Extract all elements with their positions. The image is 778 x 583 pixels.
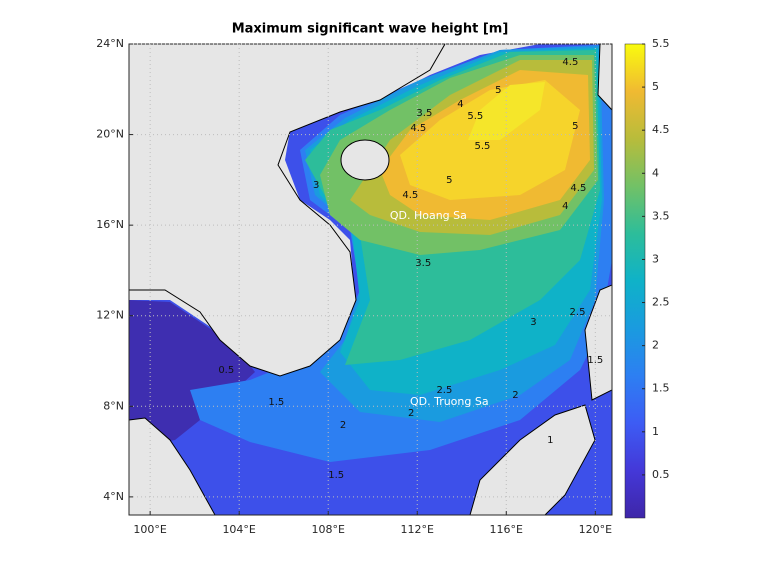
x-tick-label: 104°E: [222, 523, 255, 536]
contour-label: 2: [340, 420, 346, 431]
colorbar-tick-label: 4.5: [652, 123, 670, 136]
colorbar-tick-label: 0.5: [652, 468, 670, 481]
contour-label: 3.5: [415, 258, 431, 269]
map-area: [129, 44, 612, 515]
contour-label: 1.5: [268, 397, 284, 408]
contour-label: 2.5: [436, 385, 452, 396]
contour-label: 4.5: [402, 190, 418, 201]
contour-label: 3: [530, 317, 536, 328]
contour-label: 5: [495, 85, 501, 96]
x-tick-label: 100°E: [133, 523, 166, 536]
contour-label: 4.5: [570, 183, 586, 194]
x-tick-label: 108°E: [311, 523, 344, 536]
contour-label: 2.5: [570, 307, 586, 318]
layer: 100°E 104°E 108°E 112°E 116°E 120°E 4°N 8°N 12°N…: [96, 37, 669, 536]
y-tick-label: 8°N: [103, 399, 124, 412]
colorbar-tick-label: 2.5: [652, 296, 670, 309]
colorbar-tick-label: 5: [652, 80, 659, 93]
chart-title: Maximum significant wave height [m]: [232, 22, 509, 37]
contour-label: 0.5: [218, 365, 234, 376]
colorbar-tick-label: 3: [652, 252, 659, 265]
colorbar-tick-label: 1.5: [652, 382, 670, 395]
contour-label: 4.5: [562, 57, 578, 68]
contour-label: 2: [408, 408, 414, 419]
colorbar-tick-label: 5.5: [652, 37, 670, 50]
y-tick-label: 20°N: [96, 128, 124, 141]
borneo: [469, 404, 596, 515]
contour-label: 3: [313, 180, 319, 191]
contour-label: 4: [457, 99, 463, 110]
hainan: [340, 139, 390, 181]
x-tick-label: 112°E: [401, 523, 434, 536]
land-mainland: [129, 44, 446, 377]
contour-label: 4: [562, 201, 568, 212]
contour-label: 5.5: [467, 111, 483, 122]
colorbar-tick-label: 2: [652, 339, 659, 352]
taiwan: [597, 44, 612, 111]
contour-label: 5.5: [475, 141, 491, 152]
x-tick-label: 116°E: [490, 523, 523, 536]
contour-label: 1.5: [328, 470, 344, 481]
contour-label: 1.5: [587, 355, 603, 366]
sea-level-5-5: [468, 82, 545, 140]
contour-label: 3.5: [416, 108, 432, 119]
contour-label: 5: [572, 121, 578, 132]
contour-label: 1: [547, 435, 553, 446]
gulf-thailand: [129, 300, 255, 450]
philippines: [584, 284, 612, 401]
contour-label: 2: [512, 390, 518, 401]
y-tick-label: 4°N: [103, 490, 124, 503]
colorbar: [624, 43, 646, 519]
colorbar-tick-label: 1: [652, 425, 659, 438]
y-tick-label: 12°N: [96, 309, 124, 322]
y-tick-label: 24°N: [96, 37, 124, 50]
colorbar-tick-label: 3.5: [652, 209, 670, 222]
malay-peninsula: [129, 417, 216, 515]
contour-label: 4.5: [410, 123, 426, 134]
colorbar-tick-label: 4: [652, 166, 659, 179]
y-tick-label: 16°N: [96, 218, 124, 231]
x-tick-label: 120°E: [579, 523, 612, 536]
place-label: QD. Hoang Sa: [390, 209, 467, 222]
place-label: QD. Truong Sa: [410, 395, 489, 408]
contour-label: 5: [446, 175, 452, 186]
axes-frame: [128, 43, 613, 516]
